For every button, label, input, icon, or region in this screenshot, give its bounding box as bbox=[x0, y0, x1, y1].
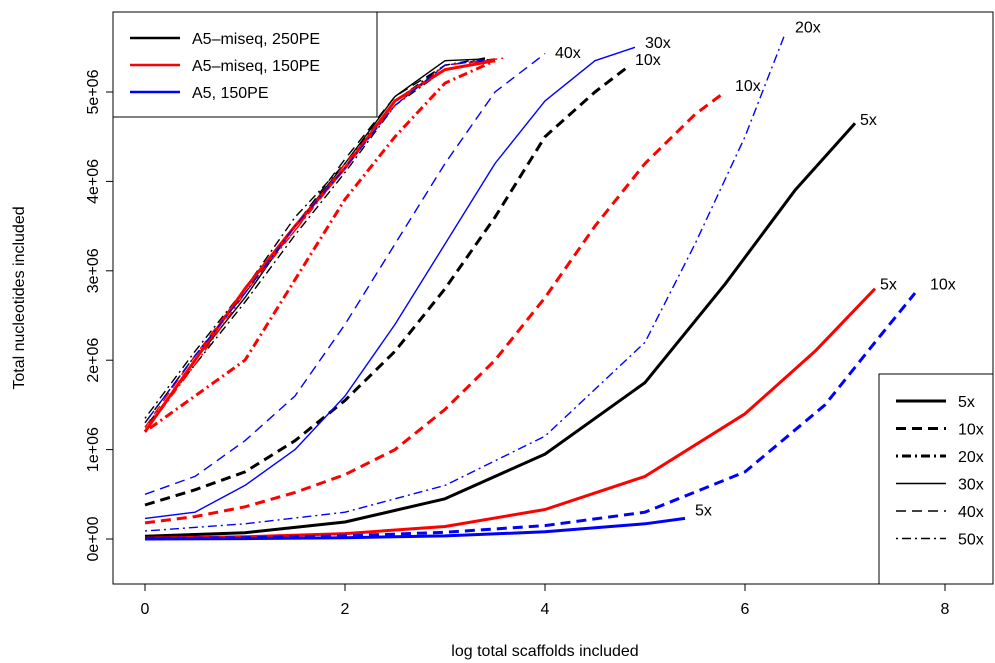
y-tick-label: 1e+06 bbox=[85, 427, 102, 472]
series-line-16 bbox=[144, 53, 546, 495]
color-legend-label: A5–miseq, 250PE bbox=[192, 31, 320, 48]
coverage-annotation: 10x bbox=[930, 276, 956, 293]
series-line-2 bbox=[144, 57, 486, 419]
x-tick-label: 6 bbox=[741, 601, 750, 618]
coverage-annotation: 10x bbox=[735, 78, 761, 95]
color-legend: A5–miseq, 250PE A5–miseq, 150PE A5, 150PE bbox=[112, 11, 378, 118]
y-tick-label: 2e+06 bbox=[85, 338, 102, 383]
style-legend-label: 20x bbox=[958, 449, 984, 466]
x-tick-label: 0 bbox=[141, 601, 150, 618]
y-axis-label: Total nucleotides included bbox=[11, 206, 28, 389]
series-layer bbox=[143, 33, 917, 541]
style-legend-label: 10x bbox=[958, 422, 984, 439]
y-tick-label: 5e+06 bbox=[85, 69, 102, 114]
series-line-7 bbox=[144, 90, 726, 525]
series-line-6 bbox=[144, 287, 877, 540]
series-line-1 bbox=[144, 64, 631, 507]
series-line-0 bbox=[144, 122, 857, 538]
x-axis: 0 2 4 6 8 bbox=[141, 583, 950, 618]
x-tick-label: 2 bbox=[341, 601, 350, 618]
x-tick-label: 8 bbox=[941, 601, 950, 618]
coverage-annotation: 5x bbox=[880, 276, 897, 293]
coverage-annotation: 10x bbox=[635, 52, 661, 69]
coverage-annotation: 5x bbox=[860, 112, 877, 129]
y-tick-label: 0e+00 bbox=[85, 516, 102, 561]
x-axis-label: log total scaffolds included bbox=[451, 643, 638, 660]
coverage-annotation: 30x bbox=[645, 35, 671, 52]
coverage-annotation: 40x bbox=[555, 45, 581, 62]
x-tick-label: 4 bbox=[541, 601, 550, 618]
color-legend-label: A5, 150PE bbox=[192, 85, 269, 102]
series-line-14 bbox=[144, 33, 786, 532]
style-legend: 5x 10x 20x 30x 40x 50x bbox=[878, 373, 994, 585]
style-legend-label: 5x bbox=[958, 394, 975, 411]
series-line-8 bbox=[144, 59, 496, 433]
series-line-13 bbox=[144, 292, 917, 541]
y-tick-label: 3e+06 bbox=[85, 248, 102, 293]
color-legend-label: A5–miseq, 150PE bbox=[192, 58, 320, 75]
style-legend-box bbox=[878, 373, 994, 585]
y-tick-label: 4e+06 bbox=[85, 159, 102, 204]
series-line-17 bbox=[144, 59, 486, 424]
style-legend-label: 30x bbox=[958, 477, 984, 494]
style-legend-label: 50x bbox=[958, 532, 984, 549]
series-line-15 bbox=[144, 46, 636, 520]
style-legend-label: 40x bbox=[958, 504, 984, 521]
coverage-annotation: 5x bbox=[695, 502, 712, 519]
y-axis: 0e+00 1e+06 2e+06 3e+06 4e+06 5e+06 bbox=[85, 69, 114, 561]
coverage-annotation: 20x bbox=[795, 20, 821, 37]
